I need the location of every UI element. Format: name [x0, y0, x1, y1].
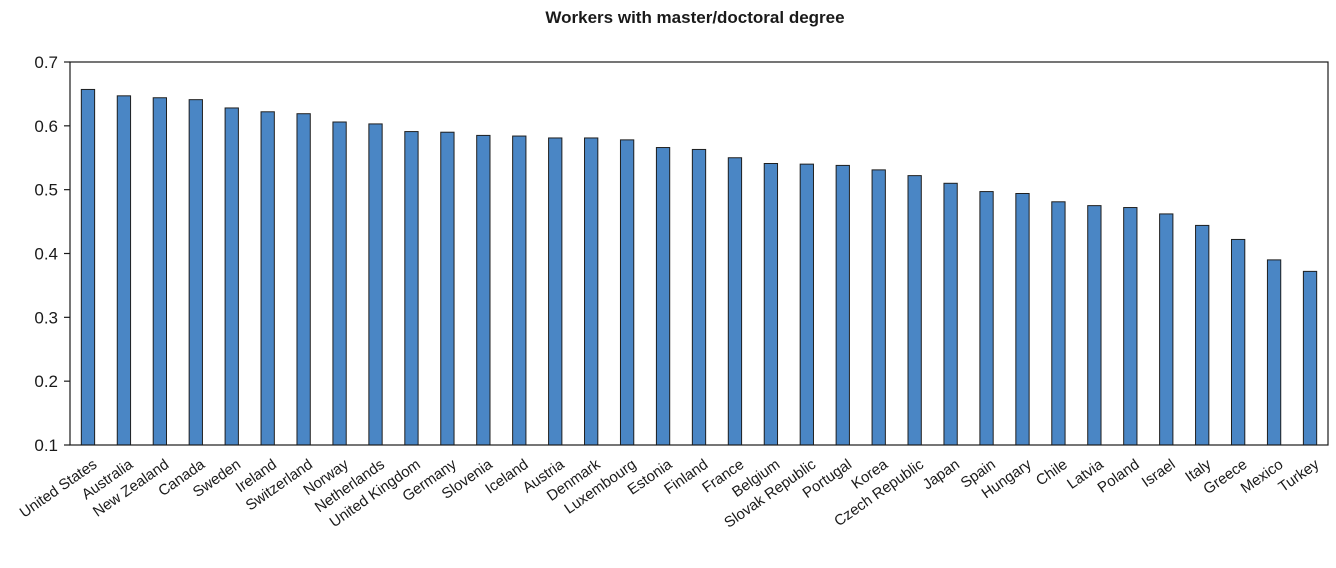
x-tick-label: Chile [1033, 456, 1071, 490]
x-tick-label: Israel [1139, 456, 1179, 491]
bar-poland [1123, 207, 1138, 446]
bar-new-zealand [152, 97, 168, 446]
bars [80, 88, 1318, 446]
bar-japan [943, 182, 958, 446]
bar-portugal [835, 164, 850, 446]
bar-hungary [1015, 192, 1030, 446]
y-axis: 0.1 0.2 0.3 0.4 0.5 0.6 0.7 [34, 53, 70, 455]
bar-chile [1051, 201, 1066, 446]
bar-germany [440, 131, 455, 446]
y-tick-label: 0.1 [34, 436, 58, 455]
bar-austria [548, 137, 563, 446]
bar-france [727, 157, 743, 446]
y-tick-label: 0.2 [34, 372, 58, 391]
bar-denmark [584, 137, 599, 446]
bar-israel [1159, 213, 1174, 446]
bar-switzerland [296, 113, 311, 446]
bar-korea [871, 169, 886, 446]
bar-mexico [1266, 259, 1282, 446]
bar-iceland [512, 135, 527, 446]
bar-slovak-republic [799, 163, 814, 446]
bar-finland [691, 148, 707, 446]
x-tick-label: Turkey [1275, 456, 1322, 496]
y-tick-label: 0.5 [34, 181, 58, 200]
bar-ireland [260, 111, 275, 446]
bar-slovenia [476, 134, 491, 446]
plot-frame [69, 61, 1329, 446]
bar-spain [979, 191, 994, 446]
y-tick-label: 0.6 [34, 117, 58, 136]
chart-title: Workers with master/doctoral degree [545, 8, 844, 27]
bar-estonia [655, 147, 671, 446]
bar-sweden [224, 107, 239, 446]
bar-canada [188, 99, 203, 446]
bar-italy [1195, 224, 1210, 446]
x-tick-label: Japan [920, 456, 963, 493]
bar-luxembourg [619, 139, 635, 446]
bar-netherlands [368, 123, 383, 446]
y-tick-label: 0.3 [34, 308, 58, 327]
bar-turkey [1302, 270, 1318, 446]
bar-czech-republic [907, 175, 922, 446]
y-tick-label: 0.7 [34, 53, 58, 72]
bar-united-kingdom [404, 131, 419, 446]
bar-australia [116, 95, 132, 446]
bar-greece [1230, 238, 1246, 446]
x-tick-label: Poland [1095, 456, 1143, 497]
bar-united-states [80, 88, 96, 446]
bar-norway [332, 121, 347, 446]
y-tick-label: 0.4 [34, 245, 58, 264]
bar-belgium [763, 162, 779, 446]
bar-latvia [1087, 205, 1102, 446]
